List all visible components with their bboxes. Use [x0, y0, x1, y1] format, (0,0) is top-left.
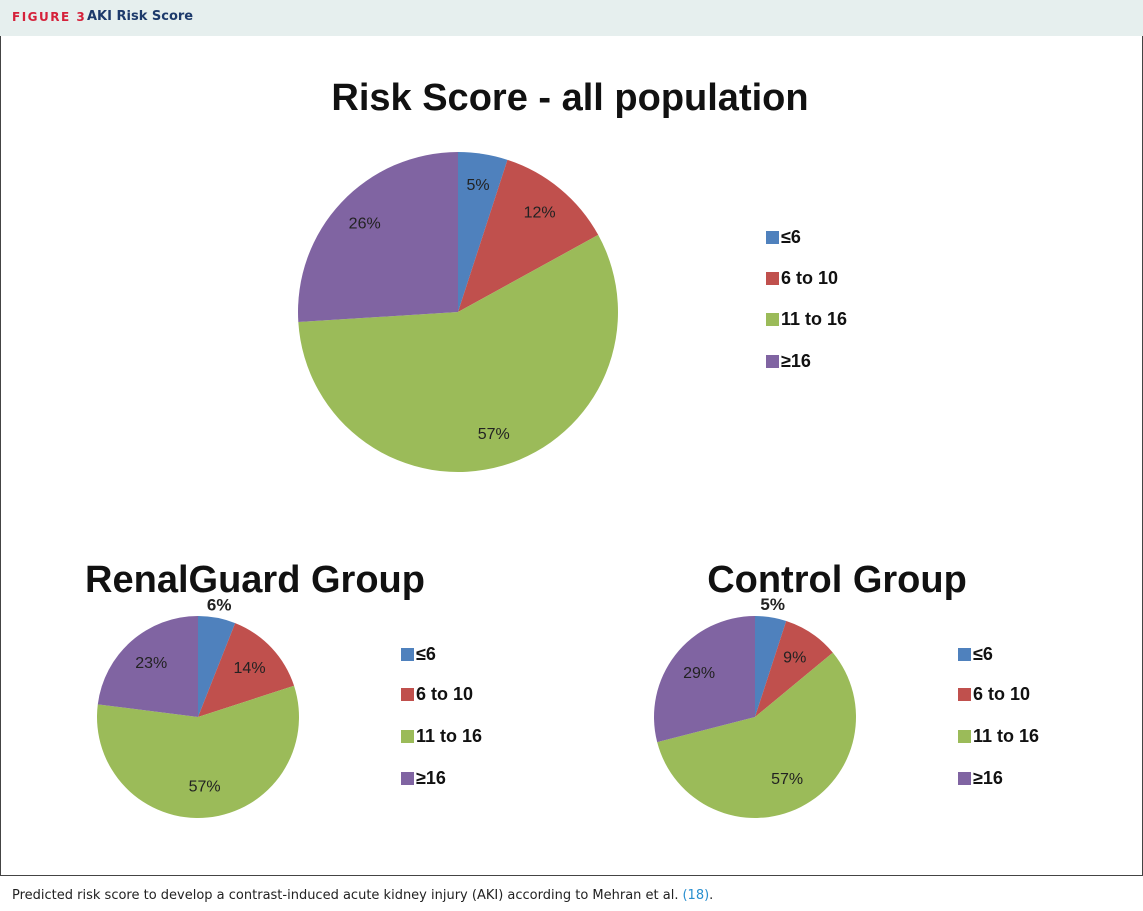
pie-slice — [96, 685, 299, 819]
figure-label: FIGURE 3 — [12, 10, 87, 24]
legend-label: 6 to 10 — [973, 684, 1030, 704]
caption: Predicted risk score to develop a contra… — [12, 888, 713, 903]
legend-swatch — [401, 688, 414, 701]
chart-title: Control Group — [707, 559, 967, 601]
pie-slice — [755, 620, 833, 717]
legend-swatch — [401, 772, 414, 785]
data-label: 14% — [234, 660, 266, 677]
pie-slice — [654, 616, 755, 743]
pie-slice — [198, 623, 295, 717]
legend-swatch — [766, 231, 779, 244]
reference-link[interactable]: (18) — [682, 888, 710, 903]
data-label: 57% — [478, 426, 510, 443]
legend-label: ≤6 — [416, 644, 436, 664]
data-label: 9% — [783, 650, 806, 667]
legend-label: ≥16 — [781, 351, 811, 371]
legend-label: 6 to 10 — [416, 684, 473, 704]
chart-title: Risk Score - all population — [331, 77, 808, 119]
pie-slice — [755, 616, 787, 717]
legend-swatch — [401, 730, 414, 743]
caption-end: . — [709, 888, 714, 903]
data-label: 5% — [466, 177, 489, 194]
legend-label: 11 to 16 — [416, 726, 482, 746]
figure-title: AKI Risk Score — [87, 9, 194, 24]
charts: Risk Score - all population 5% 12% 57% 26% ≤6… — [85, 77, 1039, 819]
pie-slice — [458, 152, 508, 312]
caption-text: Predicted risk score to develop a contra… — [12, 888, 679, 903]
data-label: 29% — [683, 665, 715, 682]
legend-label: 11 to 16 — [973, 726, 1039, 746]
data-label: 12% — [524, 205, 556, 222]
legend-swatch — [958, 688, 971, 701]
data-label: 57% — [771, 771, 803, 788]
legend-label: ≤6 — [781, 227, 801, 247]
data-label: 5% — [760, 595, 785, 614]
figure-header: FIGURE 3 AKI Risk Score — [0, 0, 1143, 36]
legend-swatch — [766, 355, 779, 368]
legend-label: ≥16 — [973, 768, 1003, 788]
legend-label: ≥16 — [416, 768, 446, 788]
legend-swatch — [958, 648, 971, 661]
legend-swatch — [401, 648, 414, 661]
data-label: 26% — [349, 216, 381, 233]
pie-slice — [458, 159, 599, 312]
legend-label: ≤6 — [973, 644, 993, 664]
legend-swatch — [958, 772, 971, 785]
data-label: 23% — [135, 655, 167, 672]
pie-slice — [97, 616, 198, 717]
chart-title: RenalGuard Group — [85, 559, 425, 601]
pie-slice — [298, 152, 458, 323]
legend-swatch — [958, 730, 971, 743]
legend-label: 11 to 16 — [781, 309, 847, 329]
pie-slice — [657, 652, 856, 818]
pie-slice — [298, 234, 619, 473]
data-label: 6% — [207, 595, 232, 614]
data-label: 57% — [189, 779, 221, 796]
legend-label: 6 to 10 — [781, 268, 838, 288]
legend-swatch — [766, 313, 779, 326]
pie-slice — [198, 616, 236, 717]
legend-swatch — [766, 272, 779, 285]
